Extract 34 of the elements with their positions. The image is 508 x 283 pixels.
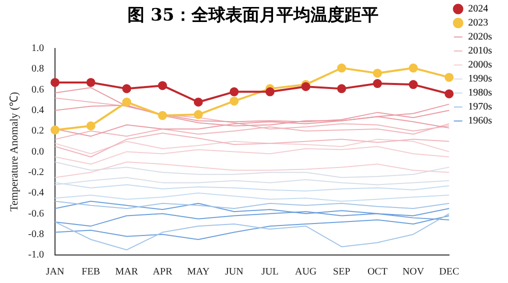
x-tick-label: AUG: [294, 266, 317, 278]
y-tick-label: 0.4: [32, 105, 44, 116]
y-tick-label: 1.0: [32, 43, 44, 54]
legend-label: 1990s: [468, 74, 492, 85]
x-tick-label: JAN: [46, 266, 64, 278]
legend-label: 2000s: [468, 60, 492, 71]
legend-label: 2024: [468, 4, 488, 15]
x-tick-label: NOV: [402, 266, 425, 278]
x-tick-label: OCT: [367, 266, 388, 278]
legend-label: 2023: [468, 18, 488, 29]
x-tick-label: MAR: [115, 266, 138, 278]
x-tick-label: APR: [152, 266, 173, 278]
y-tick-label: -1.0: [28, 250, 44, 261]
x-tick-label: FEB: [82, 266, 100, 278]
legend-label: 1970s: [468, 102, 492, 113]
y-tick-label: -0.2: [28, 166, 44, 178]
y-tick-label: -0.4: [28, 188, 44, 199]
legend-label: 2020s: [468, 32, 492, 43]
legend-label: 1960s: [468, 116, 492, 127]
y-axis-title: Temperature Anomaly (℃): [8, 92, 20, 212]
x-tick-label: JUN: [224, 266, 244, 278]
x-tick-label: JUL: [261, 266, 279, 278]
chart-title: 图 35：全球表面月平均温度距平: [128, 6, 378, 26]
legend-label: 2010s: [468, 46, 492, 57]
x-tick-label: MAY: [187, 266, 210, 278]
y-tick-label: -0.6: [28, 208, 44, 220]
legend-label: 1980s: [468, 88, 492, 99]
y-tick-label: -0.8: [28, 228, 44, 240]
x-tick-label: SEP: [333, 266, 351, 278]
x-tick-label: DEC: [439, 266, 460, 278]
y-tick-label: 0.0: [32, 146, 44, 158]
y-tick-label: 0.2: [32, 126, 44, 137]
y-tick-label: 0.6: [32, 84, 44, 96]
y-tick-label: 0.8: [32, 64, 44, 75]
